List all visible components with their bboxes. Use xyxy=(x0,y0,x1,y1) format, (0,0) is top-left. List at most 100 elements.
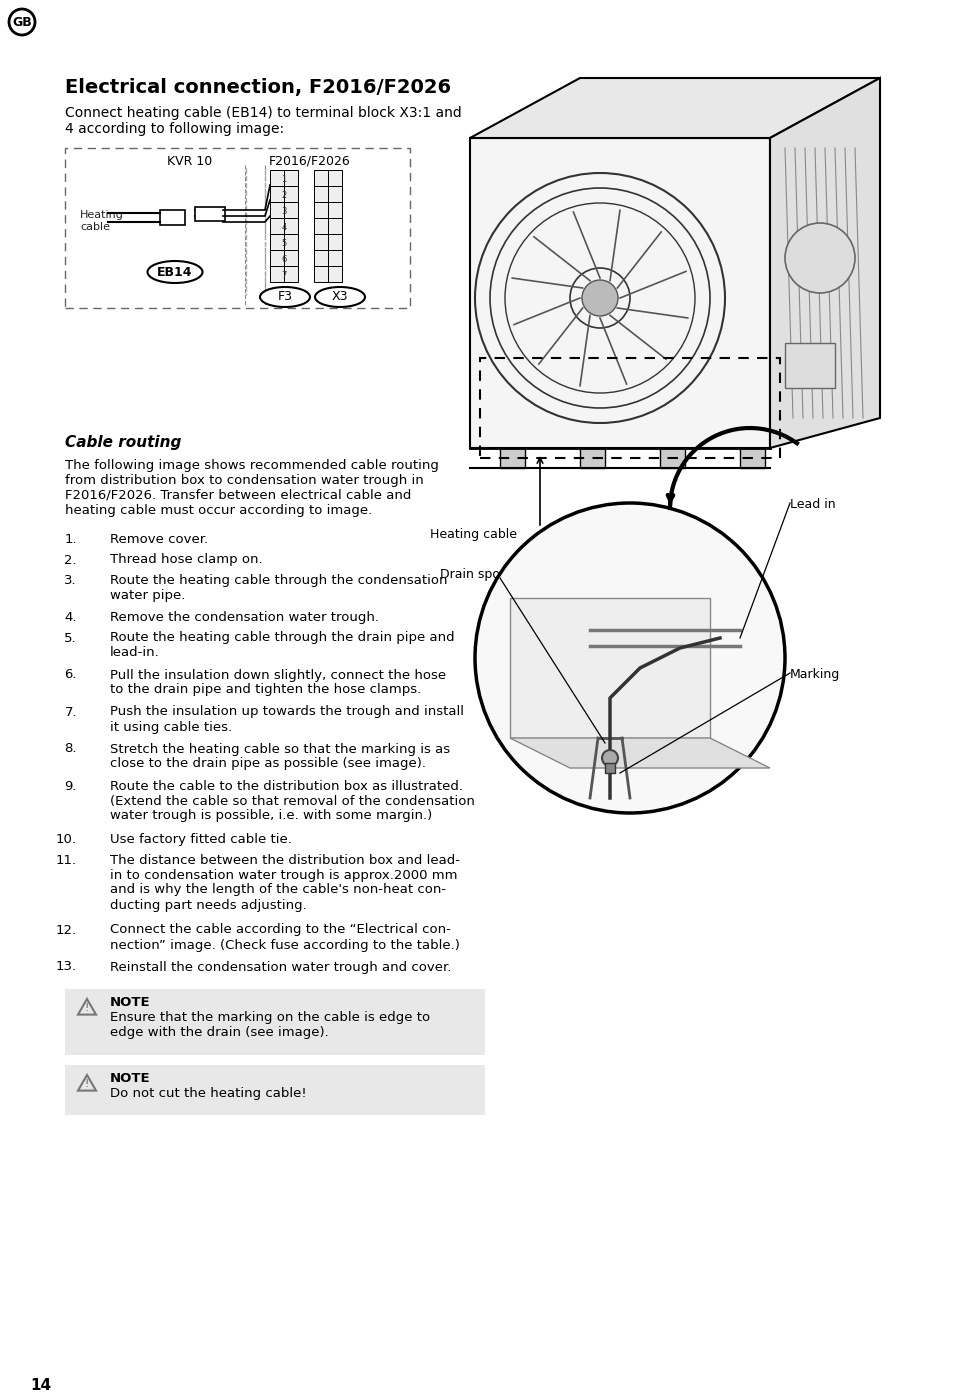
Text: 3.: 3. xyxy=(64,574,77,587)
Text: !: ! xyxy=(84,1078,89,1089)
Ellipse shape xyxy=(148,260,203,283)
Bar xyxy=(284,251,298,266)
Text: 5: 5 xyxy=(281,239,287,249)
Text: 2.: 2. xyxy=(64,553,77,567)
Text: Connect heating cable (EB14) to terminal block X3:1 and
4 according to following: Connect heating cable (EB14) to terminal… xyxy=(65,106,462,136)
Text: 3: 3 xyxy=(281,207,287,217)
Text: Remove the condensation water trough.: Remove the condensation water trough. xyxy=(110,610,379,624)
Text: 6.: 6. xyxy=(64,669,77,682)
Text: X3: X3 xyxy=(332,291,348,304)
Text: 5.: 5. xyxy=(64,631,77,644)
Text: EB14: EB14 xyxy=(157,266,193,279)
Text: 1: 1 xyxy=(281,175,287,185)
Text: Lead in: Lead in xyxy=(790,498,835,511)
Text: F2016/F2026: F2016/F2026 xyxy=(269,155,350,168)
Bar xyxy=(314,234,328,251)
Circle shape xyxy=(582,280,618,316)
Bar xyxy=(284,218,298,234)
Bar xyxy=(314,186,328,202)
Text: Stretch the heating cable so that the marking is as
close to the drain pipe as p: Stretch the heating cable so that the ma… xyxy=(110,742,450,770)
Bar xyxy=(660,448,685,468)
Bar xyxy=(328,266,342,281)
Bar xyxy=(328,234,342,251)
Bar xyxy=(314,218,328,234)
Bar xyxy=(284,266,298,281)
Bar xyxy=(270,266,284,281)
Text: 12.: 12. xyxy=(56,924,77,937)
Text: F3: F3 xyxy=(277,291,293,304)
Bar xyxy=(284,169,298,186)
Bar xyxy=(284,202,298,218)
Bar xyxy=(580,448,605,468)
Text: Route the heating cable through the condensation
water pipe.: Route the heating cable through the cond… xyxy=(110,574,447,602)
Text: The following image shows recommended cable routing
from distribution box to con: The following image shows recommended ca… xyxy=(65,459,439,517)
Bar xyxy=(328,169,342,186)
Text: Pull the insulation down slightly, connect the hose
to the drain pipe and tighte: Pull the insulation down slightly, conne… xyxy=(110,669,446,697)
Bar xyxy=(605,763,615,773)
Bar xyxy=(65,148,410,308)
Text: Remove cover.: Remove cover. xyxy=(110,533,208,546)
Text: Drain spout: Drain spout xyxy=(440,568,513,581)
Ellipse shape xyxy=(260,287,310,307)
Bar xyxy=(328,218,342,234)
Bar xyxy=(740,448,765,468)
Text: Marking: Marking xyxy=(790,668,840,680)
Text: 14: 14 xyxy=(30,1378,51,1393)
Bar xyxy=(270,218,284,234)
Text: 9.: 9. xyxy=(64,780,77,792)
Circle shape xyxy=(785,223,855,293)
Bar xyxy=(328,202,342,218)
Bar xyxy=(785,343,835,388)
Text: NOTE: NOTE xyxy=(110,1072,151,1085)
Text: 13.: 13. xyxy=(56,960,77,973)
Ellipse shape xyxy=(315,287,365,307)
Bar xyxy=(270,251,284,266)
Bar xyxy=(65,1065,485,1114)
Bar xyxy=(270,186,284,202)
Text: Use factory fitted cable tie.: Use factory fitted cable tie. xyxy=(110,833,292,846)
Text: Ensure that the marking on the cable is edge to
edge with the drain (see image).: Ensure that the marking on the cable is … xyxy=(110,1011,430,1039)
Text: Push the insulation up towards the trough and install
it using cable ties.: Push the insulation up towards the troug… xyxy=(110,706,464,734)
Bar xyxy=(314,169,328,186)
Text: 6: 6 xyxy=(281,255,287,265)
Text: NOTE: NOTE xyxy=(110,995,151,1009)
Text: !: ! xyxy=(84,1002,89,1012)
Text: GB: GB xyxy=(12,15,32,28)
Bar xyxy=(500,448,525,468)
Text: 4: 4 xyxy=(281,224,287,232)
Circle shape xyxy=(475,503,785,813)
Text: 7.: 7. xyxy=(64,706,77,718)
Text: 8.: 8. xyxy=(64,742,77,756)
Bar xyxy=(314,202,328,218)
Bar xyxy=(284,234,298,251)
Text: Cable routing: Cable routing xyxy=(65,435,181,449)
Text: KVR 10: KVR 10 xyxy=(167,155,212,168)
Text: Heating cable: Heating cable xyxy=(430,528,517,540)
Bar xyxy=(270,234,284,251)
Text: 10.: 10. xyxy=(56,833,77,846)
Polygon shape xyxy=(510,598,710,738)
Polygon shape xyxy=(470,78,880,139)
Bar xyxy=(328,186,342,202)
Text: 2: 2 xyxy=(281,192,287,200)
Text: Route the cable to the distribution box as illustrated.
(Extend the cable so tha: Route the cable to the distribution box … xyxy=(110,780,475,823)
Bar xyxy=(314,251,328,266)
Polygon shape xyxy=(510,738,770,769)
Text: Reinstall the condensation water trough and cover.: Reinstall the condensation water trough … xyxy=(110,960,451,973)
Text: Route the heating cable through the drain pipe and
lead-in.: Route the heating cable through the drai… xyxy=(110,631,455,659)
Bar xyxy=(470,139,770,448)
Bar xyxy=(480,358,780,458)
Bar xyxy=(284,186,298,202)
Bar xyxy=(270,169,284,186)
Bar xyxy=(314,266,328,281)
Bar xyxy=(270,202,284,218)
Text: 4.: 4. xyxy=(64,610,77,624)
Bar xyxy=(160,210,185,225)
Text: 1.: 1. xyxy=(64,533,77,546)
Text: The distance between the distribution box and lead-
in to condensation water tro: The distance between the distribution bo… xyxy=(110,854,460,911)
Text: 11.: 11. xyxy=(56,854,77,867)
Text: Thread hose clamp on.: Thread hose clamp on. xyxy=(110,553,263,567)
Bar xyxy=(65,988,485,1056)
Text: 7: 7 xyxy=(281,272,287,280)
Polygon shape xyxy=(770,78,880,448)
